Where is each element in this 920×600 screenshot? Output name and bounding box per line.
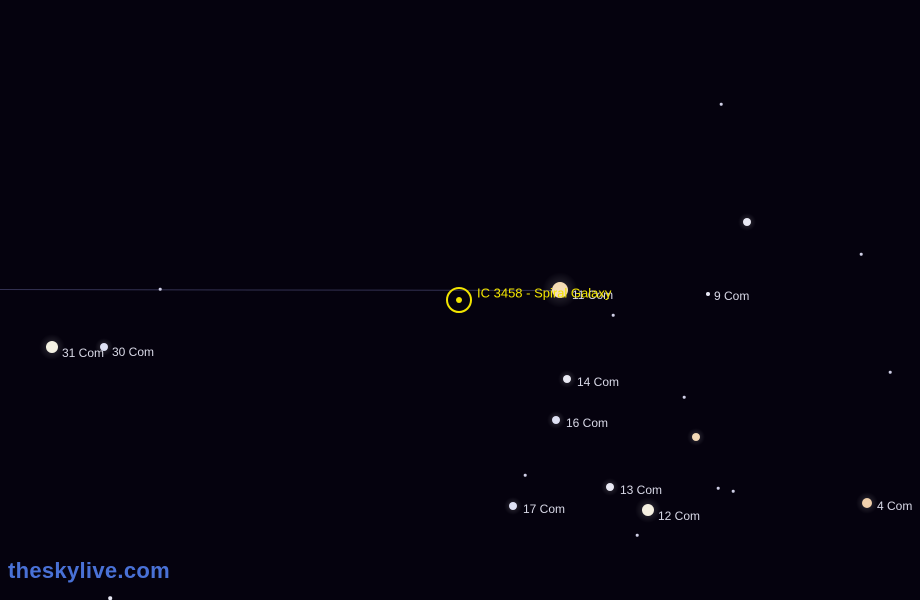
- star[interactable]: [636, 534, 639, 537]
- star[interactable]: [46, 341, 58, 353]
- star-glow: [601, 478, 619, 496]
- star[interactable]: [612, 314, 615, 317]
- star[interactable]: [606, 483, 614, 491]
- star[interactable]: [509, 502, 517, 510]
- star[interactable]: [720, 103, 723, 106]
- star-glow: [856, 492, 878, 514]
- watermark: theskylive.com: [8, 558, 170, 584]
- star[interactable]: [732, 490, 735, 493]
- star-label: 16 Com: [566, 416, 608, 430]
- star[interactable]: [706, 292, 710, 296]
- star[interactable]: [563, 375, 571, 383]
- star-glow: [687, 428, 705, 446]
- star[interactable]: [889, 371, 892, 374]
- star-label: 13 Com: [620, 483, 662, 497]
- star[interactable]: [159, 288, 162, 291]
- star-label: 14 Com: [577, 375, 619, 389]
- star-label: 12 Com: [658, 509, 700, 523]
- star[interactable]: [524, 474, 527, 477]
- star-label: 31 Com: [62, 346, 104, 360]
- star-label: 4 Com: [877, 499, 912, 513]
- star[interactable]: [692, 433, 700, 441]
- star[interactable]: [743, 218, 751, 226]
- star[interactable]: [683, 396, 686, 399]
- star[interactable]: [108, 596, 112, 600]
- star[interactable]: [717, 487, 720, 490]
- star[interactable]: [862, 498, 872, 508]
- star-label: 30 Com: [112, 345, 154, 359]
- constellation-line: [0, 289, 560, 291]
- target-dot-icon: [456, 297, 462, 303]
- star-glow: [547, 411, 565, 429]
- star[interactable]: [100, 343, 108, 351]
- target-label: IC 3458 - Spiral Galaxy: [477, 286, 611, 301]
- star-glow: [504, 497, 522, 515]
- star-map[interactable]: 11 Com9 Com31 Com30 Com14 Com16 Com13 Co…: [0, 0, 920, 600]
- star-glow: [558, 370, 576, 388]
- star-glow: [738, 213, 756, 231]
- star[interactable]: [860, 253, 863, 256]
- star[interactable]: [642, 504, 654, 516]
- star-label: 9 Com: [714, 289, 749, 303]
- star-label: 17 Com: [523, 502, 565, 516]
- star[interactable]: [552, 416, 560, 424]
